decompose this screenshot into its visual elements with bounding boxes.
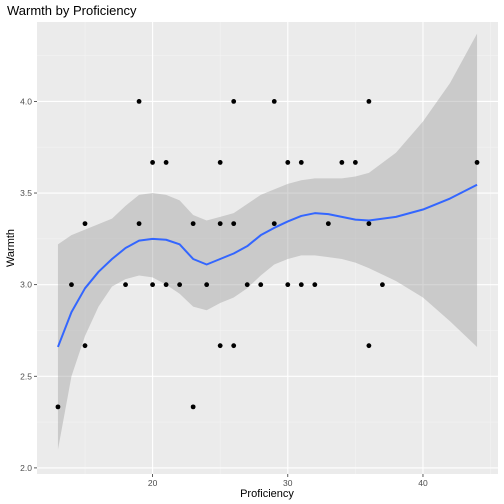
data-point xyxy=(271,99,277,104)
data-point xyxy=(231,99,237,104)
data-point xyxy=(285,282,291,288)
data-point xyxy=(474,160,480,165)
x-axis-ticks: 20 30 40 xyxy=(148,478,428,488)
data-points xyxy=(55,99,480,410)
grid-minor xyxy=(37,22,498,474)
data-point xyxy=(177,282,183,288)
data-point xyxy=(231,343,237,349)
y-tick-label: 2.0 xyxy=(20,463,32,473)
data-point xyxy=(244,282,250,288)
data-point xyxy=(258,282,264,288)
data-point xyxy=(285,160,291,165)
confidence-band xyxy=(57,33,478,450)
data-point xyxy=(136,221,142,227)
data-point xyxy=(82,343,88,349)
y-axis-title: Warmth xyxy=(5,229,17,267)
x-tick-label: 20 xyxy=(148,478,158,488)
data-point xyxy=(204,282,210,288)
data-point xyxy=(366,343,372,349)
y-tick-label: 3.5 xyxy=(20,188,32,198)
data-point xyxy=(366,221,372,227)
data-point xyxy=(150,160,155,165)
x-axis-title: Proficiency xyxy=(240,488,294,500)
data-point xyxy=(150,282,155,288)
data-point xyxy=(312,282,318,288)
data-point xyxy=(190,221,196,227)
data-point xyxy=(231,221,237,227)
data-point xyxy=(271,221,277,227)
data-point xyxy=(136,99,142,104)
data-point xyxy=(380,282,385,288)
data-point xyxy=(123,282,128,288)
y-tick-label: 2.5 xyxy=(20,371,32,381)
axes xyxy=(34,101,424,477)
data-point xyxy=(217,221,223,227)
data-point xyxy=(190,404,196,410)
data-point xyxy=(352,160,358,165)
data-point xyxy=(217,343,223,349)
grid-major xyxy=(37,22,498,474)
plot-panel xyxy=(37,22,498,474)
data-point xyxy=(298,282,304,288)
data-point xyxy=(82,221,88,227)
chart-title: Warmth by Proficiency xyxy=(7,3,137,18)
data-point xyxy=(366,99,372,104)
y-tick-label: 4.0 xyxy=(20,96,32,106)
smooth-line xyxy=(57,183,478,348)
data-point xyxy=(163,160,169,165)
data-point xyxy=(69,282,74,288)
data-point xyxy=(339,160,345,165)
data-point xyxy=(325,221,331,227)
data-point xyxy=(298,160,304,165)
data-point xyxy=(217,160,223,165)
x-tick-label: 40 xyxy=(418,478,428,488)
data-point xyxy=(163,282,169,288)
y-tick-label: 3.0 xyxy=(20,280,32,290)
data-point xyxy=(55,404,61,410)
x-tick-label: 30 xyxy=(283,478,293,488)
y-axis-ticks: 2.0 2.5 3.0 3.5 4.0 xyxy=(20,96,32,472)
